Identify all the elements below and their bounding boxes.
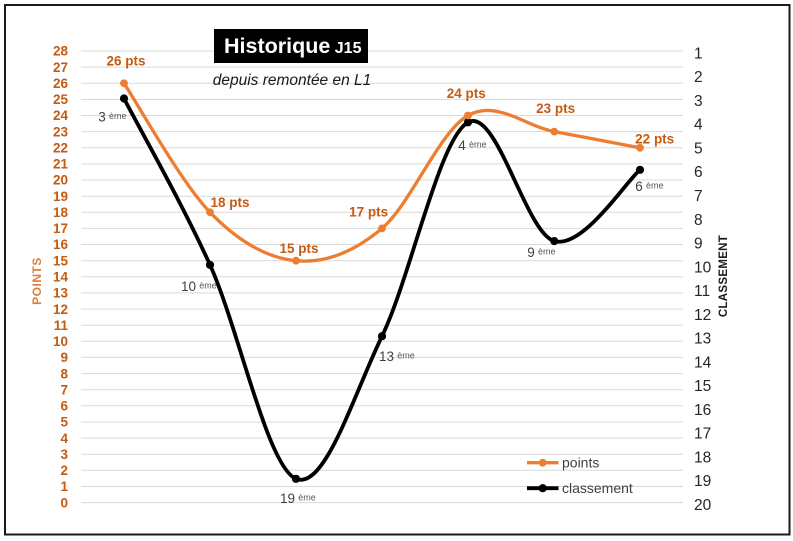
- svg-text:1: 1: [694, 45, 703, 62]
- svg-text:20: 20: [53, 173, 68, 188]
- svg-text:19: 19: [280, 491, 295, 506]
- svg-text:4: 4: [60, 431, 68, 446]
- svg-text:ème: ème: [298, 492, 316, 502]
- svg-text:28: 28: [53, 44, 69, 59]
- svg-text:15: 15: [694, 378, 711, 395]
- svg-text:ème: ème: [397, 350, 415, 360]
- svg-text:1: 1: [60, 479, 68, 494]
- svg-text:13: 13: [53, 286, 69, 301]
- svg-text:13: 13: [694, 331, 711, 348]
- svg-text:14: 14: [53, 270, 69, 285]
- svg-text:18: 18: [694, 450, 711, 467]
- svg-text:3: 3: [694, 93, 703, 110]
- svg-text:4: 4: [694, 117, 703, 134]
- svg-text:11: 11: [694, 283, 710, 300]
- svg-text:3: 3: [60, 447, 68, 462]
- svg-text:15 pts: 15 pts: [279, 241, 318, 256]
- svg-text:5: 5: [694, 141, 703, 158]
- svg-text:13: 13: [379, 349, 394, 364]
- svg-text:8: 8: [60, 366, 68, 381]
- svg-text:9: 9: [694, 236, 703, 253]
- svg-text:POINTS: POINTS: [30, 257, 44, 305]
- svg-text:16: 16: [53, 237, 69, 252]
- svg-text:17: 17: [53, 221, 68, 236]
- svg-text:CLASSEMENT: CLASSEMENT: [718, 235, 730, 317]
- svg-text:15: 15: [53, 253, 69, 268]
- svg-text:depuis remontée en L1: depuis remontée en L1: [213, 72, 372, 89]
- svg-text:24 pts: 24 pts: [447, 86, 486, 101]
- svg-text:7: 7: [694, 188, 703, 205]
- svg-text:7: 7: [60, 382, 68, 397]
- svg-text:18 pts: 18 pts: [210, 195, 249, 210]
- svg-text:ème: ème: [646, 180, 664, 190]
- svg-text:2: 2: [694, 69, 703, 86]
- svg-text:25: 25: [53, 92, 69, 107]
- svg-text:23: 23: [53, 124, 69, 139]
- svg-text:ème: ème: [109, 111, 127, 121]
- svg-text:ème: ème: [538, 246, 556, 256]
- svg-text:4: 4: [458, 138, 466, 153]
- svg-text:11: 11: [54, 318, 69, 333]
- svg-text:14: 14: [694, 354, 712, 371]
- svg-text:21: 21: [53, 157, 69, 172]
- svg-text:10: 10: [181, 279, 196, 294]
- svg-text:17 pts: 17 pts: [349, 205, 388, 220]
- svg-text:22: 22: [53, 141, 68, 156]
- svg-text:19: 19: [694, 473, 711, 490]
- svg-text:20: 20: [694, 497, 712, 514]
- svg-text:2: 2: [60, 463, 68, 478]
- svg-text:6: 6: [60, 399, 68, 414]
- svg-text:26: 26: [53, 76, 69, 91]
- svg-text:27: 27: [53, 60, 68, 75]
- svg-text:0: 0: [60, 495, 68, 510]
- svg-text:10: 10: [694, 259, 712, 276]
- svg-text:24: 24: [53, 108, 69, 123]
- svg-text:classement: classement: [562, 480, 633, 496]
- svg-text:17: 17: [694, 426, 711, 443]
- svg-text:16: 16: [694, 402, 711, 419]
- svg-text:ème: ème: [199, 280, 217, 290]
- svg-text:5: 5: [60, 415, 68, 430]
- svg-text:8: 8: [694, 212, 703, 229]
- svg-text:9: 9: [527, 245, 535, 260]
- svg-text:23 pts: 23 pts: [536, 101, 575, 116]
- svg-text:18: 18: [53, 205, 69, 220]
- svg-text:12: 12: [53, 302, 68, 317]
- svg-text:10: 10: [53, 334, 68, 349]
- svg-text:6: 6: [694, 164, 703, 181]
- svg-text:12: 12: [694, 307, 711, 324]
- svg-text:22 pts: 22 pts: [635, 132, 674, 147]
- svg-text:6: 6: [635, 179, 643, 194]
- svg-text:19: 19: [53, 189, 68, 204]
- svg-text:points: points: [562, 455, 599, 471]
- svg-text:9: 9: [60, 350, 68, 365]
- svg-text:ème: ème: [469, 140, 487, 150]
- svg-text:26 pts: 26 pts: [106, 53, 145, 68]
- svg-text:3: 3: [98, 109, 106, 124]
